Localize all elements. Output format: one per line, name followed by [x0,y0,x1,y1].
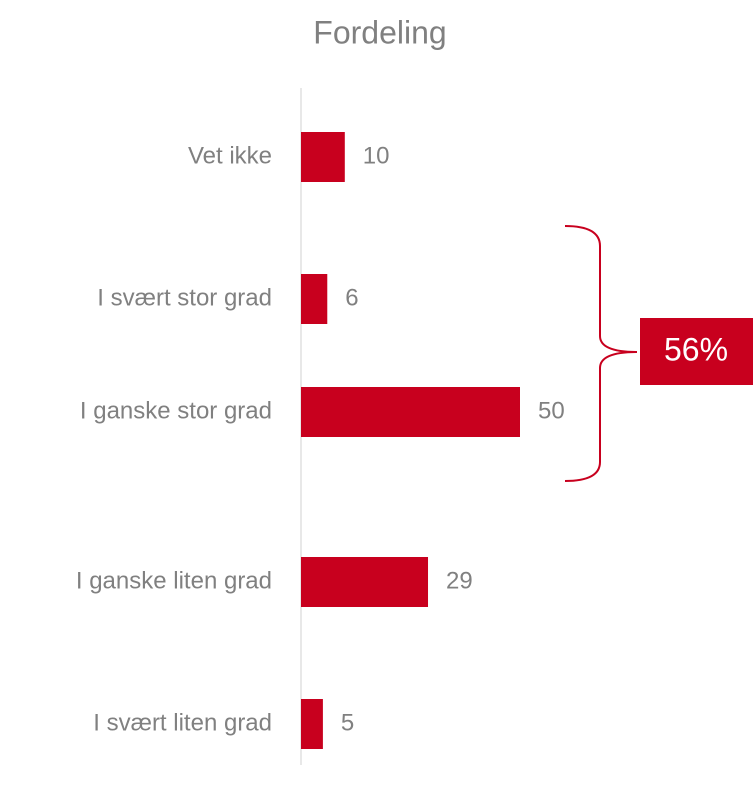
value-label: 50 [538,397,565,424]
value-label: 29 [446,567,473,594]
annotation: 56% [664,331,728,367]
category-label: I ganske liten grad [76,567,272,594]
bracket [564,225,638,482]
value-label: 5 [341,709,354,736]
category-label: Vet ikke [188,142,272,169]
value-label: 10 [363,142,390,169]
annotation-box [640,318,753,385]
category-label: I ganske stor grad [80,397,272,424]
chart-title: Fordeling [313,14,446,50]
bar [301,699,323,749]
value-label: 6 [345,284,358,311]
bar [301,132,345,182]
bar [301,557,429,607]
bar [301,274,328,324]
bar [301,387,520,437]
category-label: I svært liten grad [93,709,272,736]
category-label: I svært stor grad [97,284,272,311]
